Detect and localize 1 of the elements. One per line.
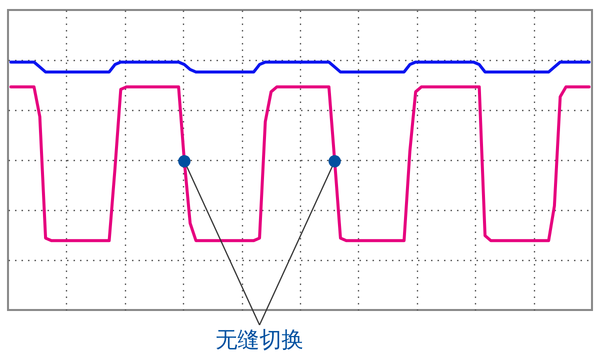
text: 无缝切换: [216, 328, 304, 353]
